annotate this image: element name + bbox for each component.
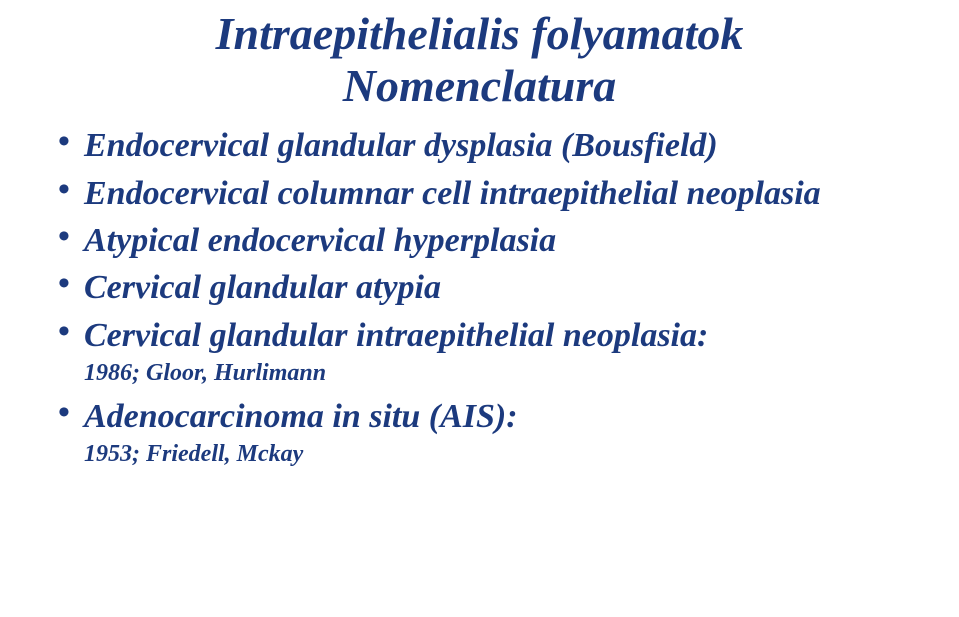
item-text: Cervical glandular intraepithelial neopl… (84, 317, 708, 354)
slide-title: Intraepithelialis folyamatok Nomenclatur… (36, 8, 923, 111)
title-line-2: Nomenclatura (36, 60, 923, 112)
list-item: Endocervical columnar cell intraepitheli… (58, 173, 923, 214)
item-text: Atypical endocervical hyperplasia (84, 222, 556, 259)
item-subnote: 1986; Gloor, Hurlimann (84, 358, 923, 389)
title-line-1: Intraepithelialis folyamatok (36, 8, 923, 60)
item-text: Adenocarcinoma in situ (AIS): (84, 398, 518, 435)
bullet-list: Endocervical glandular dysplasia (Bousfi… (36, 125, 923, 470)
list-item: Cervical glandular intraepithelial neopl… (58, 315, 923, 390)
list-item: Cervical glandular atypia (58, 267, 923, 308)
item-text: Cervical glandular atypia (84, 269, 441, 306)
item-text: Endocervical glandular dysplasia (Bousfi… (84, 127, 718, 164)
list-item: Atypical endocervical hyperplasia (58, 220, 923, 261)
list-item: Endocervical glandular dysplasia (Bousfi… (58, 125, 923, 166)
item-text: Endocervical columnar cell intraepitheli… (84, 175, 821, 212)
item-subnote: 1953; Friedell, Mckay (84, 439, 923, 470)
list-item: Adenocarcinoma in situ (AIS): 1953; Frie… (58, 396, 923, 471)
slide: Intraepithelialis folyamatok Nomenclatur… (0, 0, 959, 617)
